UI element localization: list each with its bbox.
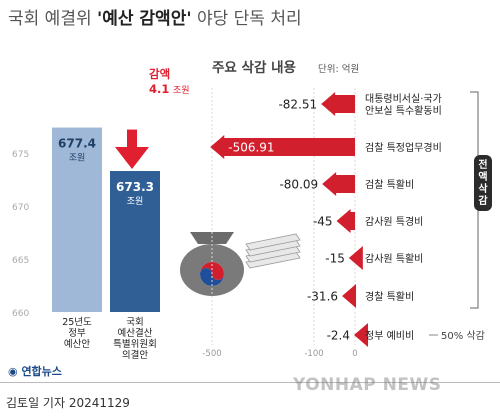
watermark: YONHAP NEWS: [293, 375, 442, 395]
cut-value-label: -15: [325, 252, 345, 266]
cut-value-label: -31.6: [307, 290, 338, 304]
cut-arrow-head: [342, 284, 357, 308]
reduction-unit: 조원: [173, 85, 190, 96]
budget-value-label: 673.3: [116, 180, 154, 194]
cut-arrow-head: [354, 323, 369, 347]
budget-category-label: 예산안: [64, 339, 90, 350]
budget-category-label: 정부: [68, 328, 86, 339]
cut-arrow-head: [348, 246, 363, 270]
title-prefix: 국회 예결위: [8, 9, 98, 29]
title-emphasis: '예산 감액안': [97, 9, 192, 29]
y-tick-label: 665: [12, 256, 29, 266]
publish-date: 20241129: [68, 396, 130, 410]
cut-category-label: 경찰 특활비: [365, 290, 414, 303]
footer-divider: [0, 382, 500, 383]
cut-value-label: -2.4: [327, 329, 350, 343]
cut-bar: [334, 175, 355, 193]
cut-bar: [222, 138, 355, 156]
y-tick-label: 675: [12, 150, 29, 160]
yonhap-logo: ◉ 연합뉴스: [8, 365, 62, 378]
reduction-arrow-head: [115, 147, 149, 170]
budget-value-label: 677.4: [58, 137, 96, 151]
title-suffix: 야당 단독 처리: [191, 9, 302, 29]
reporter-name: 김토일 기자: [6, 396, 66, 410]
cut-category-label: 정부 예비비: [365, 330, 414, 342]
y-tick-label: 670: [12, 203, 29, 213]
cuts-title: 주요 삭감 내용: [212, 59, 296, 76]
y-tick-label: 660: [12, 309, 29, 319]
cut-value-label: -82.51: [278, 98, 317, 112]
budget-category-label: 의결안: [122, 350, 148, 361]
reduction-value: 4.1: [149, 82, 169, 96]
x-tick-label: 0: [352, 349, 357, 359]
cut-arrow-head: [336, 209, 351, 233]
full-cut-badge-text: 전: [478, 158, 487, 171]
budget-bar: [52, 127, 102, 312]
x-tick-label: -100: [304, 349, 323, 359]
cut-category-label: 감사원 특경비: [365, 215, 423, 228]
cuts-unit-note: 단위: 억원: [318, 63, 359, 75]
budget-category-label: 특별위원회: [113, 338, 157, 350]
full-cut-badge-text: 삭: [478, 182, 488, 195]
reduction-arrow-shaft: [127, 129, 137, 150]
budget-category-label: 25년도: [62, 317, 92, 328]
cut-category-label: 안보실 특수활동비: [365, 104, 442, 117]
budget-bar: [110, 171, 160, 312]
budget-unit-label: 조원: [69, 153, 86, 164]
banknote-stack-icon: [245, 233, 301, 251]
budget-category-label: 국회: [126, 317, 143, 328]
full-cut-badge-text: 감: [478, 195, 488, 207]
cut-arrow-head: [321, 92, 336, 116]
cut-arrow-head: [322, 172, 337, 196]
cut-bar: [348, 212, 355, 230]
cut-category-label: 검찰 특정업무경비: [365, 141, 442, 154]
cut-arrow-head: [210, 135, 225, 159]
taegeuk-red: [200, 262, 224, 280]
reduction-label: 감액: [149, 67, 170, 81]
cut-value-label: -80.09: [279, 178, 318, 192]
reserve-note: 50% 삭감: [441, 330, 485, 342]
cut-category-label: 검찰 특활비: [365, 178, 414, 191]
x-tick-label: -500: [202, 349, 221, 359]
cut-bar: [333, 95, 355, 113]
full-cut-badge: [474, 155, 492, 211]
cut-category-label: 대통령비서실·국가: [365, 93, 442, 105]
full-cut-badge-text: 액: [478, 171, 487, 183]
budget-category-label: 예산결산: [118, 328, 153, 339]
cut-value-label: -506.91: [228, 141, 274, 155]
credit-line: 김토일 기자 20241129: [6, 394, 130, 411]
budget-unit-label: 조원: [127, 196, 144, 207]
cut-category-label: 감사원 특활비: [365, 252, 423, 265]
page-title: 국회 예결위 '예산 감액안' 야당 단독 처리: [8, 4, 302, 29]
cut-value-label: -45: [313, 215, 333, 229]
